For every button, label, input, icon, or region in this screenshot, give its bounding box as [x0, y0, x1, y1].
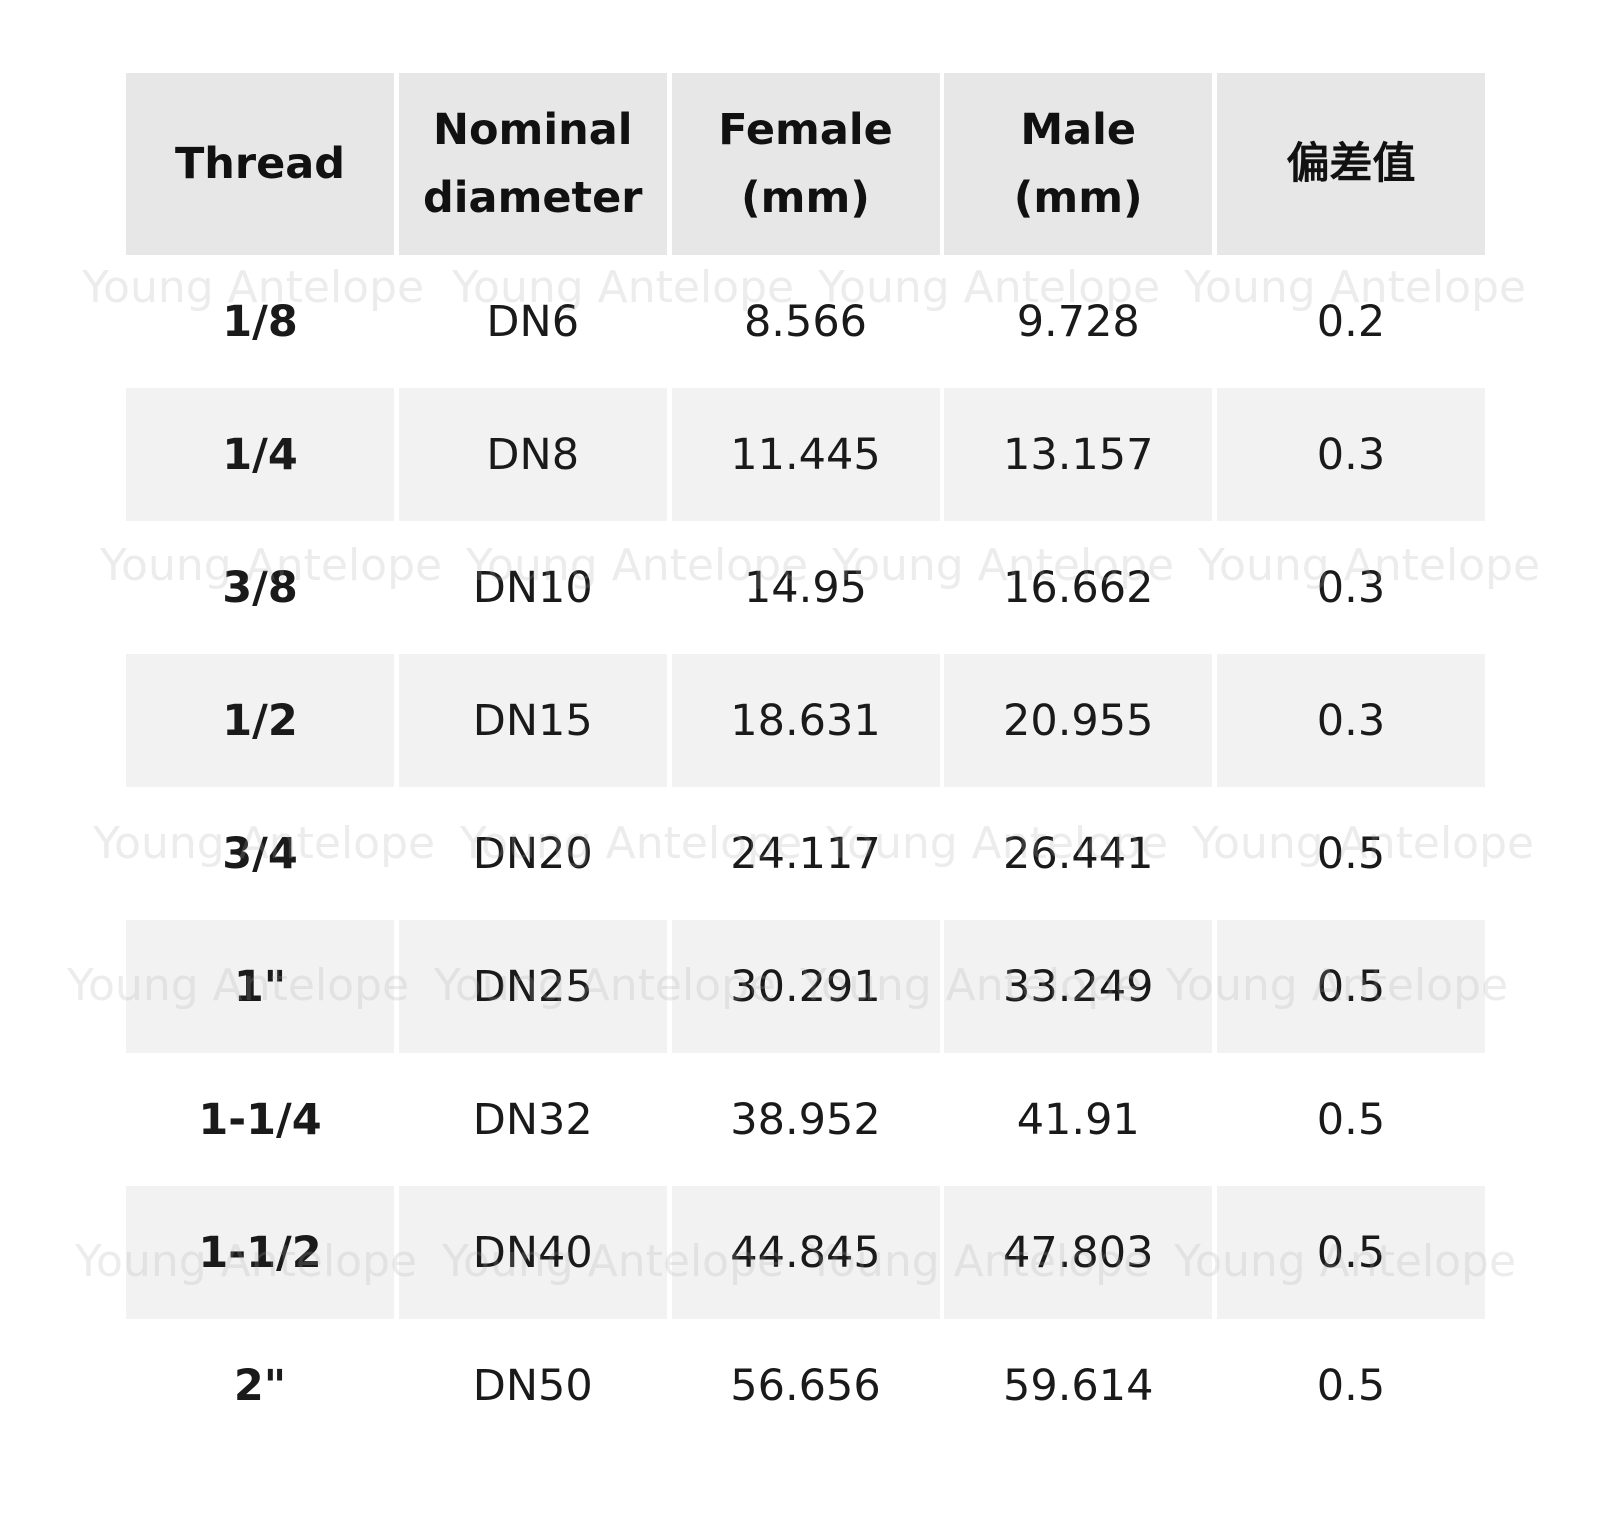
cell-male: 59.614	[1003, 1360, 1154, 1411]
header-deviation: 偏差值	[1217, 73, 1485, 255]
cell-female: 56.656	[730, 1360, 881, 1411]
cell-female: 11.445	[671, 388, 940, 521]
header-female: Female (mm)	[671, 73, 940, 255]
cell-male: 13.157	[944, 388, 1213, 521]
table-row: 2" DN50 56.656 59.614 0.5	[126, 1319, 1481, 1452]
cell-deviation: 0.5	[1217, 1186, 1485, 1319]
cell-deviation: 0.5	[1316, 828, 1386, 879]
cell-thread: 1"	[126, 920, 394, 1053]
cell-nominal-diameter: DN20	[472, 828, 593, 879]
cell-male: 41.91	[1016, 1094, 1140, 1145]
cell-deviation: 0.3	[1217, 654, 1485, 787]
cell-thread: 3/8	[222, 562, 298, 613]
header-thread: Thread	[126, 73, 394, 255]
table-row: 3/4 DN20 24.117 26.441 0.5	[126, 787, 1481, 920]
cell-thread: 1/4	[126, 388, 394, 521]
cell-female: 44.845	[671, 1186, 940, 1319]
table-row: 3/8 DN10 14.95 16.662 0.3	[126, 521, 1481, 654]
cell-male: 47.803	[944, 1186, 1213, 1319]
cell-male: 16.662	[1003, 562, 1154, 613]
cell-nominal-diameter: DN32	[472, 1094, 593, 1145]
header-male: Male (mm)	[944, 73, 1213, 255]
cell-deviation: 0.3	[1217, 388, 1485, 521]
table-row: 1-1/2 DN40 44.845 47.803 0.5	[126, 1186, 1485, 1319]
cell-nominal-diameter: DN10	[472, 562, 593, 613]
table-row: 1-1/4 DN32 38.952 41.91 0.5	[126, 1053, 1481, 1186]
cell-male: 20.955	[944, 654, 1213, 787]
thread-spec-table: Thread Nominal diameter Female (mm) Male…	[126, 73, 1485, 1452]
table-row: 1/2 DN15 18.631 20.955 0.3	[126, 654, 1485, 787]
cell-male: 33.249	[944, 920, 1213, 1053]
cell-female: 24.117	[730, 828, 881, 879]
cell-thread: 1-1/4	[198, 1094, 322, 1145]
cell-nominal-diameter: DN50	[472, 1360, 593, 1411]
cell-thread: 1/8	[222, 296, 298, 347]
cell-deviation: 0.5	[1316, 1094, 1386, 1145]
cell-nominal-diameter: DN6	[486, 296, 580, 347]
cell-deviation: 0.5	[1316, 1360, 1386, 1411]
cell-nominal-diameter: DN25	[398, 920, 667, 1053]
header-nominal-diameter: Nominal diameter	[398, 73, 667, 255]
cell-nominal-diameter: DN8	[398, 388, 667, 521]
cell-male: 26.441	[1003, 828, 1154, 879]
cell-deviation: 0.5	[1217, 920, 1485, 1053]
table-row: 1" DN25 30.291 33.249 0.5	[126, 920, 1485, 1053]
table-header-row: Thread Nominal diameter Female (mm) Male…	[126, 73, 1485, 255]
cell-thread: 1-1/2	[126, 1186, 394, 1319]
cell-nominal-diameter: DN40	[398, 1186, 667, 1319]
cell-male: 9.728	[1016, 296, 1140, 347]
cell-female: 14.95	[743, 562, 868, 613]
cell-female: 30.291	[671, 920, 940, 1053]
cell-thread: 2"	[233, 1360, 287, 1411]
cell-thread: 3/4	[222, 828, 298, 879]
cell-female: 8.566	[743, 296, 868, 347]
table-row: 1/4 DN8 11.445 13.157 0.3	[126, 388, 1485, 521]
cell-deviation: 0.2	[1316, 296, 1386, 347]
cell-deviation: 0.3	[1316, 562, 1386, 613]
cell-nominal-diameter: DN15	[398, 654, 667, 787]
cell-female: 38.952	[730, 1094, 881, 1145]
cell-female: 18.631	[671, 654, 940, 787]
table-row: 1/8 DN6 8.566 9.728 0.2	[126, 255, 1481, 388]
cell-thread: 1/2	[126, 654, 394, 787]
